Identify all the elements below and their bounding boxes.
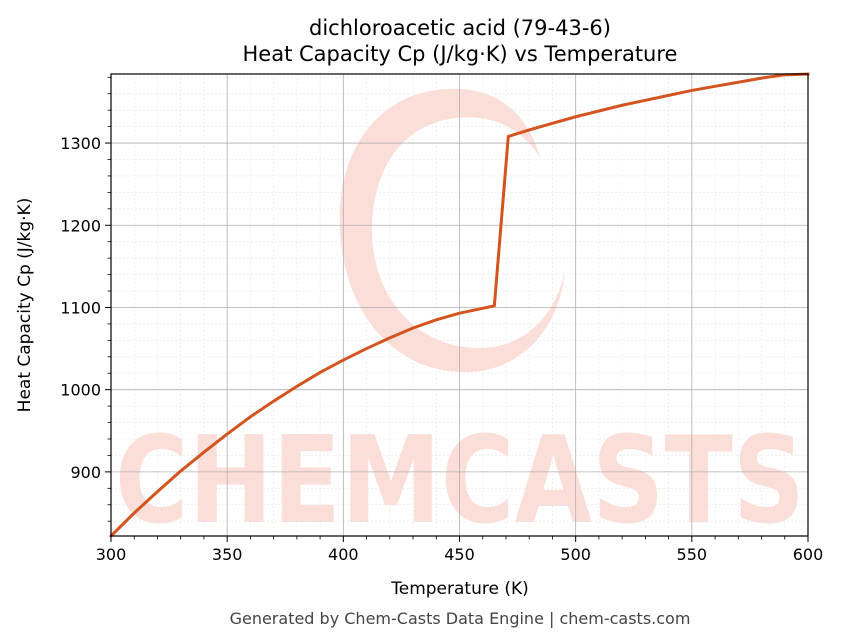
y-tick-label: 1000 (60, 381, 101, 400)
y-tick-label: 1100 (60, 298, 101, 317)
x-tick-label: 600 (793, 545, 824, 564)
x-axis-label: Temperature (K) (390, 579, 529, 599)
plot-area: 300 350 400 450 500 550 600 900 1000 1100 1200 1300 (60, 72, 824, 564)
chart-title: dichloroacetic acid (79-43-6) (309, 16, 611, 40)
y-tick-label: 900 (70, 463, 101, 482)
x-tick-label: 350 (212, 545, 243, 564)
footer-credit: Generated by Chem-Casts Data Engine | ch… (230, 609, 691, 628)
y-axis-label: Heat Capacity Cp (J/kg·K) (15, 198, 35, 413)
series-line (108, 72, 810, 539)
chart-subtitle: Heat Capacity Cp (J/kg·K) vs Temperature (243, 42, 678, 66)
watermark-text: CHEMCASTS (115, 412, 805, 551)
watermark-swirl-icon (339, 88, 565, 373)
x-tick-label: 450 (444, 545, 475, 564)
ticks: 300 350 400 450 500 550 600 900 1000 1100 1200 1300 (60, 76, 824, 564)
watermark: CHEMCASTS (115, 88, 805, 551)
x-tick-label: 550 (677, 545, 708, 564)
series-layer (108, 72, 810, 539)
x-tick-label: 400 (328, 545, 359, 564)
y-tick-label: 1300 (60, 134, 101, 153)
x-tick-label: 300 (96, 545, 127, 564)
x-tick-label: 500 (560, 545, 591, 564)
y-tick-label: 1200 (60, 216, 101, 235)
